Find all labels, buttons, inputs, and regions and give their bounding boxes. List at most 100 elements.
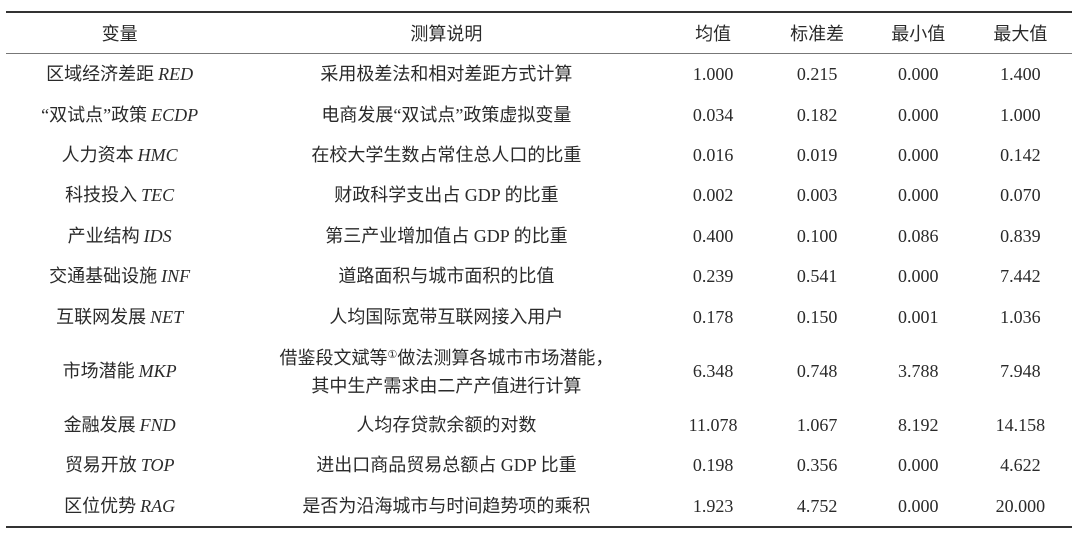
sd-cell: 0.541 xyxy=(796,266,838,287)
min-cell: 0.000 xyxy=(897,266,939,287)
descriptive-statistics-table: 变量 测算说明 均值 标准差 最小值 最大值 区域经济差距 RED 采用极差法和相对… xyxy=(6,11,1072,528)
variable-code: RED xyxy=(158,64,194,85)
description-cell: 人均存贷款余额的对数 xyxy=(233,405,659,445)
sd-cell: 0.748 xyxy=(796,360,838,381)
max-cell: 14.158 xyxy=(995,414,1046,435)
max-cell: 7.442 xyxy=(1000,266,1041,287)
description-text: 是否为沿海城市与时间趋势项的乘积 xyxy=(302,495,591,516)
mean-cell: 6.348 xyxy=(692,360,734,381)
min-cell: 0.000 xyxy=(897,64,939,85)
min-cell: 0.001 xyxy=(897,306,939,327)
table-row: 区位优势 RAG 是否为沿海城市与时间趋势项的乘积 1.923 4.752 0.000 20… xyxy=(6,486,1072,527)
sd-cell: 0.356 xyxy=(796,455,838,476)
description-cell: 电商发展“双试点”政策虚拟变量 xyxy=(233,94,659,134)
header-variable: 变量 xyxy=(101,24,138,44)
variable-cell: 交通基础设施 INF xyxy=(6,256,233,296)
mean-cell: 1.000 xyxy=(692,64,734,85)
min-cell: 0.000 xyxy=(897,455,939,476)
mean-cell: 0.198 xyxy=(692,455,734,476)
description-cell: 财政科学支出占 GDP 的比重 xyxy=(233,175,659,215)
description-text: 借鉴段文斌等 xyxy=(279,348,388,369)
sd-cell: 0.019 xyxy=(796,144,838,165)
variable-name: 贸易开放 xyxy=(64,455,137,476)
variable-code: IDS xyxy=(143,225,172,246)
variable-cell: 科技投入 TEC xyxy=(6,175,233,215)
header-min: 最小值 xyxy=(891,24,946,44)
variable-name: 交通基础设施 xyxy=(49,266,158,287)
min-cell: 0.000 xyxy=(897,185,939,206)
description-text: 进出口商品贸易总额占 GDP 比重 xyxy=(316,455,577,476)
mean-cell: 0.239 xyxy=(692,266,734,287)
description-cell: 第三产业增加值占 GDP 的比重 xyxy=(233,216,659,256)
sd-cell: 0.003 xyxy=(796,185,838,206)
mean-cell: 0.002 xyxy=(692,185,734,206)
variable-code: HMC xyxy=(137,144,178,165)
variable-cell: 人力资本 HMC xyxy=(6,135,233,175)
variable-cell: “双试点”政策 ECDP xyxy=(6,94,233,134)
variable-cell: 金融发展 FND xyxy=(6,405,233,445)
variable-cell: 市场潜能 MKP xyxy=(6,337,233,405)
max-cell: 0.142 xyxy=(1000,144,1041,165)
max-cell: 1.000 xyxy=(1000,104,1041,125)
variable-name: 金融发展 xyxy=(63,414,136,435)
table-row: 人力资本 HMC 在校大学生数占常住总人口的比重 0.016 0.019 0.000 0.1… xyxy=(6,135,1072,175)
min-cell: 0.000 xyxy=(897,104,939,125)
header-sd: 标准差 xyxy=(790,24,845,44)
description-cell: 采用极差法和相对差距方式计算 xyxy=(233,54,659,95)
sd-cell: 4.752 xyxy=(796,495,838,516)
table-row: “双试点”政策 ECDP 电商发展“双试点”政策虚拟变量 0.034 0.182 0.00… xyxy=(6,94,1072,134)
variable-name: 区域经济差距 xyxy=(46,64,155,85)
variable-name: 产业结构 xyxy=(67,225,140,246)
variable-code: MKP xyxy=(138,360,177,381)
variable-code: RAG xyxy=(140,495,176,516)
max-cell: 0.070 xyxy=(1000,185,1041,206)
description-text: 道路面积与城市面积的比值 xyxy=(338,266,555,287)
table-row: 科技投入 TEC 财政科学支出占 GDP 的比重 0.002 0.003 0.000 0.0… xyxy=(6,175,1072,215)
sd-cell: 0.100 xyxy=(796,225,838,246)
table-body: 区域经济差距 RED 采用极差法和相对差距方式计算 1.000 0.215 0.000 1.… xyxy=(6,54,1072,527)
max-cell: 1.400 xyxy=(1000,64,1041,85)
max-cell: 1.036 xyxy=(1000,306,1041,327)
max-cell: 4.622 xyxy=(1000,455,1041,476)
min-cell: 8.192 xyxy=(897,414,939,435)
variable-name: 互联网发展 xyxy=(56,306,147,327)
mean-cell: 0.400 xyxy=(692,225,734,246)
variable-code: TEC xyxy=(141,185,175,206)
max-cell: 7.948 xyxy=(1000,360,1041,381)
description-cell: 人均国际宽带互联网接入用户 xyxy=(233,296,659,336)
mean-cell: 0.178 xyxy=(692,306,734,327)
max-cell: 0.839 xyxy=(1000,225,1041,246)
variable-name: 区位优势 xyxy=(64,495,137,516)
table-header-row: 变量 测算说明 均值 标准差 最小值 最大值 xyxy=(6,12,1072,54)
mean-cell: 0.034 xyxy=(692,104,734,125)
min-cell: 0.086 xyxy=(897,225,939,246)
table-row: 产业结构 IDS 第三产业增加值占 GDP 的比重 0.400 0.100 0.086 0.… xyxy=(6,216,1072,256)
mean-cell: 1.923 xyxy=(692,495,734,516)
description-text: 人均存贷款余额的对数 xyxy=(356,414,537,435)
description-cell: 进出口商品贸易总额占 GDP 比重 xyxy=(233,445,659,485)
min-cell: 0.000 xyxy=(897,495,939,516)
footnote-marker: ① xyxy=(387,349,398,362)
description-text: 第三产业增加值占 GDP 的比重 xyxy=(325,225,568,246)
sd-cell: 0.215 xyxy=(796,64,838,85)
header-max: 最大值 xyxy=(993,24,1048,44)
variable-cell: 产业结构 IDS xyxy=(6,216,233,256)
sd-cell: 0.150 xyxy=(796,306,838,327)
variable-cell: 贸易开放 TOP xyxy=(6,445,233,485)
table-row: 交通基础设施 INF 道路面积与城市面积的比值 0.239 0.541 0.000 7.44… xyxy=(6,256,1072,296)
variable-code: FND xyxy=(139,414,176,435)
variable-name: “双试点”政策 xyxy=(41,104,148,125)
table-row: 互联网发展 NET 人均国际宽带互联网接入用户 0.178 0.150 0.001 1.03… xyxy=(6,296,1072,336)
mean-cell: 11.078 xyxy=(688,414,738,435)
variable-name: 科技投入 xyxy=(65,185,138,206)
table-row: 区域经济差距 RED 采用极差法和相对差距方式计算 1.000 0.215 0.000 1.… xyxy=(6,54,1072,95)
description-text: 其中生产需求由二产产值进行计算 xyxy=(311,376,582,397)
table-row: 金融发展 FND 人均存贷款余额的对数 11.078 1.067 8.192 14.158 xyxy=(6,405,1072,445)
variable-code: ECDP xyxy=(151,104,199,125)
variable-cell: 互联网发展 NET xyxy=(6,296,233,336)
description-text: 财政科学支出占 GDP 的比重 xyxy=(334,185,559,206)
min-cell: 0.000 xyxy=(897,144,939,165)
variable-code: TOP xyxy=(140,455,175,476)
variable-cell: 区域经济差距 RED xyxy=(6,54,233,95)
description-cell: 是否为沿海城市与时间趋势项的乘积 xyxy=(233,486,659,527)
